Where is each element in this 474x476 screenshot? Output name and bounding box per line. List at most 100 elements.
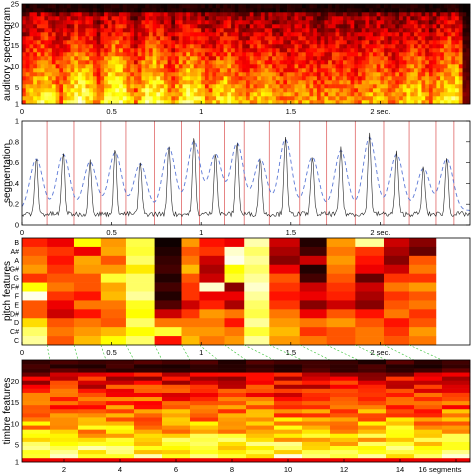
spectrogram-cell xyxy=(275,96,280,101)
timbre-cell xyxy=(330,384,359,389)
spectrogram-cell xyxy=(335,68,340,73)
spectrogram-cell xyxy=(204,44,209,49)
spectrogram-cell xyxy=(96,64,101,69)
spectrogram-cell xyxy=(175,36,180,41)
spectrogram-cell xyxy=(440,36,445,41)
spectrogram-cell xyxy=(219,20,224,25)
timbre-cell xyxy=(358,396,387,402)
timbre-cell xyxy=(22,453,51,459)
spectrogram-cell xyxy=(417,76,422,81)
spectrogram-cell xyxy=(253,92,258,97)
spectrogram-cell xyxy=(197,56,202,61)
spectrogram-cell xyxy=(279,84,284,89)
spectrogram-cell xyxy=(260,60,265,65)
spectrogram-cell xyxy=(335,76,340,81)
spectrogram-cell xyxy=(107,80,112,85)
spectrogram-cell xyxy=(294,40,299,45)
spectrogram-cell xyxy=(305,12,310,17)
spectrogram-cell xyxy=(428,92,433,97)
spectrogram-cell xyxy=(395,76,400,81)
spectrogram-cell xyxy=(331,32,336,37)
spectrogram-cell xyxy=(313,36,318,41)
spectrogram-cell xyxy=(33,60,38,65)
spectrogram-cell xyxy=(425,68,430,73)
spectrogram-cell xyxy=(272,24,277,29)
spectrogram-cell xyxy=(33,20,38,25)
spectrogram-cell xyxy=(66,76,71,81)
spectrogram-cell xyxy=(48,56,53,61)
spectrogram-cell xyxy=(36,56,41,61)
spectrogram-cell xyxy=(305,96,310,101)
spectrogram-cell xyxy=(436,28,441,33)
spectrogram-cell xyxy=(44,28,49,33)
spectrogram-cell xyxy=(74,4,79,9)
spectrogram-cell xyxy=(440,80,445,85)
spectrogram-cell xyxy=(44,92,49,97)
spectrogram-cell xyxy=(178,24,183,29)
timbre-cell xyxy=(358,449,387,455)
spectrogram-cell xyxy=(89,20,94,25)
spectrogram-cell xyxy=(238,40,243,45)
spectrogram-cell xyxy=(66,12,71,17)
spectrogram-cell xyxy=(372,4,377,9)
spectrogram-cell xyxy=(283,28,288,33)
spectrogram-cell xyxy=(223,20,228,25)
spectrogram-cell xyxy=(201,52,206,57)
spectrogram-cell xyxy=(156,24,161,29)
spectrogram-cell xyxy=(115,64,120,69)
timbre-cell xyxy=(190,364,219,369)
spectrogram-cell xyxy=(309,32,314,37)
spectrogram-cell xyxy=(100,88,105,93)
spectrogram-cell xyxy=(253,80,258,85)
spectrogram-cell xyxy=(343,68,348,73)
spectrogram-cell xyxy=(458,16,463,21)
spectrogram-cell xyxy=(466,92,471,97)
spectrogram-cell xyxy=(63,24,68,29)
spectrogram-cell xyxy=(36,68,41,73)
spectrogram-cell xyxy=(22,52,27,57)
spectrogram-cell xyxy=(178,88,183,93)
spectrogram-cell xyxy=(425,44,430,49)
spectrogram-cell xyxy=(421,100,426,105)
spectrogram-cell xyxy=(402,84,407,89)
spectrogram-cell xyxy=(204,28,209,33)
spectrogram-cell xyxy=(432,60,437,65)
spectrogram-cell xyxy=(227,100,232,105)
spectrogram-cell xyxy=(443,60,448,65)
spectrogram-cell xyxy=(421,84,426,89)
spectrogram-cell xyxy=(298,20,303,25)
spectrogram-cell xyxy=(122,88,127,93)
spectrogram-cell xyxy=(257,28,262,33)
spectrogram-cell xyxy=(294,92,299,97)
spectrogram-cell xyxy=(137,92,142,97)
spectrogram-cell xyxy=(358,44,363,49)
timbre-cell xyxy=(78,457,107,463)
pitch-cell xyxy=(269,282,301,292)
spectrogram-cell xyxy=(63,28,68,33)
timbre-cell xyxy=(414,388,443,393)
spectrogram-cell xyxy=(387,36,392,41)
spectrogram-cell xyxy=(358,20,363,25)
spectrogram-cell xyxy=(25,16,30,21)
pitch-cell xyxy=(125,291,155,301)
timbre-cell xyxy=(134,360,163,365)
spectrogram-cell xyxy=(100,92,105,97)
spectrogram-cell xyxy=(231,40,236,45)
spectrogram-cell xyxy=(264,44,269,49)
spectrogram-cell xyxy=(466,80,471,85)
timbre-cell xyxy=(190,413,219,418)
spectrogram-cell xyxy=(74,64,79,69)
spectrogram-cell xyxy=(246,84,251,89)
spectrogram-cell xyxy=(44,84,49,89)
spectrogram-cell xyxy=(399,52,404,57)
spectrogram-cell xyxy=(376,60,381,65)
spectrogram-cell xyxy=(346,12,351,17)
spectrogram-cell xyxy=(89,72,94,77)
spectrogram-cell xyxy=(402,4,407,9)
spectrogram-cell xyxy=(115,44,120,49)
pitch-cell xyxy=(269,327,301,337)
spectrogram-cell xyxy=(436,100,441,105)
spectrogram-cell xyxy=(122,52,127,57)
spectrogram-cell xyxy=(111,88,116,93)
spectrogram-cell xyxy=(36,12,41,17)
